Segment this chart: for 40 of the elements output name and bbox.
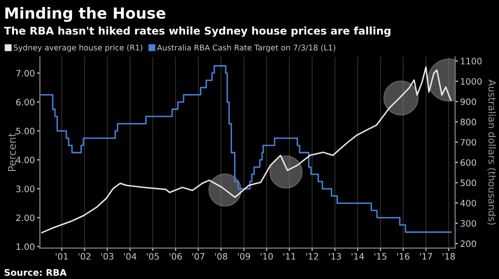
y-tick-label: 1.00 bbox=[16, 243, 34, 250]
y-tick-label: 5.00 bbox=[16, 128, 34, 134]
y2-tick-label: 900 bbox=[460, 98, 476, 105]
x-tick-label: '16 bbox=[397, 253, 410, 260]
x-tick-label: '01 bbox=[56, 253, 68, 260]
x-tick-label: '15 bbox=[374, 253, 386, 260]
chart-title: Minding the House bbox=[5, 6, 166, 22]
x-tick-label: '05 bbox=[146, 253, 159, 260]
x-tick-label: '04 bbox=[124, 253, 136, 260]
y2-tick-label: 1000 bbox=[460, 78, 482, 85]
y2-tick-label: 600 bbox=[460, 159, 476, 166]
y2-tick-label: 500 bbox=[460, 180, 476, 186]
y2-tick-label: 400 bbox=[460, 200, 476, 206]
x-tick-label: '07 bbox=[192, 253, 204, 260]
y2-tick-label: 700 bbox=[460, 138, 476, 146]
y2-tick-label: 1100 bbox=[460, 58, 482, 64]
y-axis-title: Percent bbox=[8, 133, 16, 172]
y2-axis-title: Australian dollars (thousands) bbox=[487, 80, 496, 225]
x-tick-label: '02 bbox=[78, 253, 90, 260]
x-tick-label: '03 bbox=[101, 253, 114, 260]
chart-subtitle: The RBA hasn't hiked rates while Sydney house prices are falling bbox=[4, 26, 390, 37]
y-tick-label: 4.00 bbox=[16, 156, 34, 164]
y-tick-label: 7.00 bbox=[16, 70, 34, 77]
x-tick-label: '11 bbox=[283, 253, 296, 260]
y2-tick-label: 200 bbox=[460, 240, 476, 248]
y2-tick-label: 800 bbox=[460, 118, 476, 126]
y2-tick-label: 300 bbox=[460, 220, 476, 227]
x-tick-label: '14 bbox=[352, 253, 364, 260]
x-tick-label: '13 bbox=[328, 253, 341, 260]
x-tick-label: '18 bbox=[442, 253, 455, 260]
x-tick-label: '09 bbox=[238, 253, 250, 260]
x-tick-label: '12 bbox=[306, 253, 318, 260]
x-tick-label: '06 bbox=[170, 253, 182, 260]
x-tick-label: '08 bbox=[215, 253, 228, 260]
x-tick-label: '10 bbox=[260, 253, 273, 260]
x-tick-label: '17 bbox=[420, 253, 432, 260]
y-tick-label: 6.00 bbox=[16, 98, 34, 106]
y-tick-label: 3.00 bbox=[16, 186, 34, 192]
source-note: Source: RBA bbox=[4, 269, 67, 276]
y-tick-label: 2.00 bbox=[16, 214, 34, 222]
